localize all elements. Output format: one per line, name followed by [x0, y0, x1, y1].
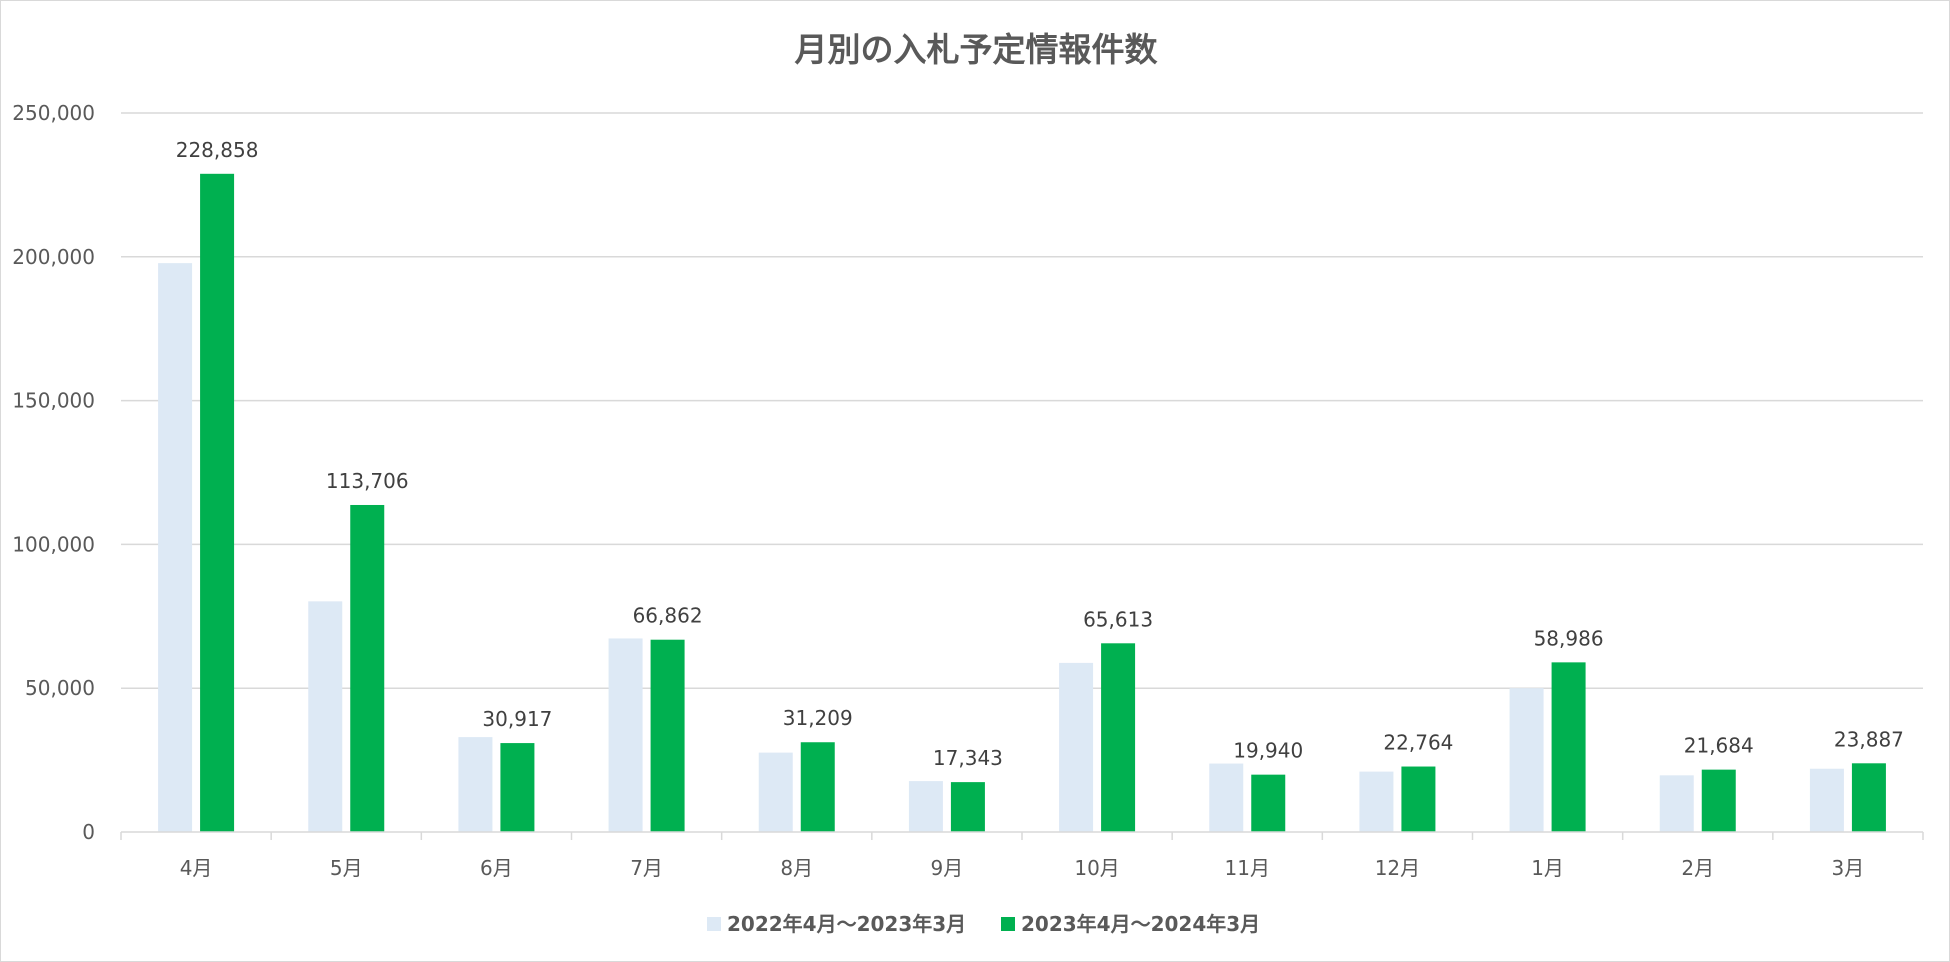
bar-series-1: [458, 737, 493, 832]
x-tick-label: 2月: [1681, 856, 1714, 880]
data-label: 17,343: [933, 746, 1003, 770]
bar-series-2: [1401, 766, 1436, 832]
legend: 2022年4月～2023年3月 2023年4月～2024年3月: [707, 912, 1260, 936]
bar-series-2: [1251, 774, 1286, 832]
x-axis: 4月 5月 6月 7月 8月 9月 10月 11月 12月 1月 2月 3月: [120, 831, 1924, 880]
data-label: 31,209: [783, 706, 853, 730]
data-label: 65,613: [1083, 607, 1153, 631]
bar-series-2: [1701, 769, 1736, 832]
x-tick-label: 11月: [1225, 856, 1270, 880]
data-label: 228,858: [176, 138, 259, 162]
bar-series-2: [800, 742, 835, 832]
data-label: 21,684: [1684, 734, 1754, 758]
bar-series-1: [1509, 688, 1544, 832]
bar-series-1: [308, 601, 343, 832]
bar-series-2: [1551, 662, 1586, 832]
x-tick-label: 3月: [1832, 856, 1865, 880]
x-tick-label: 4月: [180, 856, 213, 880]
x-tick-label: 6月: [480, 856, 513, 880]
bar-series-2: [650, 639, 685, 832]
y-tick-label: 200,000: [12, 245, 95, 269]
y-axis: 0 50,000 100,000 150,000 200,000 250,000: [12, 101, 95, 844]
legend-label-1: 2022年4月～2023年3月: [727, 912, 966, 936]
x-tick-label: 1月: [1531, 856, 1564, 880]
bar-series-1: [1659, 775, 1694, 832]
bar-series-2: [1851, 763, 1886, 832]
x-tick-label: 5月: [330, 856, 363, 880]
legend-swatch-1: [707, 917, 721, 931]
x-tick-label: 12月: [1375, 856, 1420, 880]
bar-series-1: [908, 781, 943, 832]
bar-series-1: [758, 752, 793, 832]
legend-swatch-2: [1001, 917, 1015, 931]
data-label: 30,917: [482, 707, 552, 731]
data-label: 19,940: [1233, 739, 1303, 763]
bar-series-2: [200, 173, 235, 833]
bar-series-2: [350, 504, 385, 832]
data-label: 23,887: [1834, 727, 1904, 751]
bar-series-1: [1209, 763, 1244, 832]
x-tick-label: 8月: [780, 856, 813, 880]
bar-series-1: [1809, 768, 1844, 832]
x-tick-label: 10月: [1074, 856, 1119, 880]
y-tick-label: 100,000: [12, 532, 95, 556]
data-label: 58,986: [1534, 626, 1604, 650]
data-label: 22,764: [1383, 731, 1453, 755]
chart-title: 月別の入札予定情報件数: [795, 30, 1159, 69]
legend-label-2: 2023年4月～2024年3月: [1021, 912, 1260, 936]
bar-series-1: [608, 638, 643, 832]
data-label: 66,862: [633, 604, 703, 628]
bar-series-2: [1101, 643, 1136, 832]
bar-series-1: [1359, 771, 1394, 832]
bar-series-2: [500, 743, 535, 832]
bar-series-1: [158, 263, 193, 832]
x-tick-label: 7月: [630, 856, 663, 880]
x-tick-label: 9月: [931, 856, 964, 880]
y-tick-label: 50,000: [25, 676, 95, 700]
data-labels: 228,858 113,706 30,917 66,862 31,209 17,343 65…: [176, 138, 1904, 770]
y-tick-label: 0: [82, 820, 95, 844]
bar-series-2: [950, 782, 985, 832]
bar-series-1: [1059, 662, 1094, 832]
y-tick-label: 150,000: [12, 389, 95, 413]
gridlines: [121, 112, 1923, 689]
y-tick-label: 250,000: [12, 101, 95, 125]
data-label: 113,706: [326, 469, 409, 493]
bars: [158, 173, 1886, 833]
